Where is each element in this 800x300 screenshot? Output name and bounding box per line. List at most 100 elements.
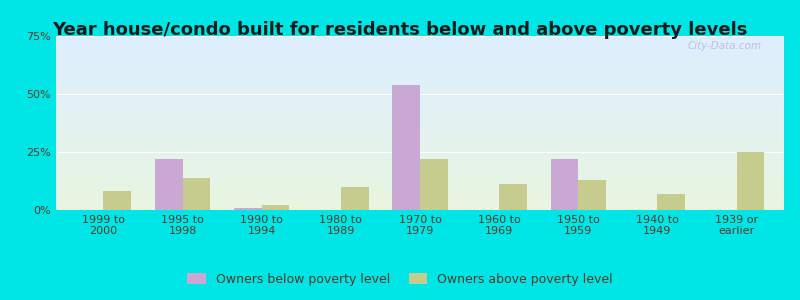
Bar bbox=[56, 62, 784, 64]
Bar bbox=[56, 53, 784, 55]
Bar bbox=[56, 198, 784, 200]
Bar bbox=[56, 106, 784, 107]
Bar bbox=[56, 100, 784, 102]
Bar bbox=[56, 194, 784, 196]
Bar bbox=[56, 160, 784, 161]
Bar bbox=[56, 104, 784, 106]
Bar bbox=[658, 194, 685, 210]
Bar bbox=[56, 71, 784, 73]
Bar bbox=[56, 116, 784, 118]
Bar bbox=[234, 208, 262, 210]
Bar bbox=[56, 66, 784, 67]
Bar bbox=[56, 76, 784, 78]
Bar bbox=[56, 201, 784, 203]
Bar bbox=[56, 60, 784, 62]
Bar bbox=[56, 67, 784, 69]
Bar bbox=[56, 43, 784, 45]
Bar bbox=[56, 41, 784, 43]
Bar bbox=[56, 80, 784, 81]
Bar bbox=[56, 40, 784, 41]
Text: Year house/condo built for residents below and above poverty levels: Year house/condo built for residents bel… bbox=[52, 21, 748, 39]
Bar bbox=[56, 180, 784, 182]
Bar bbox=[56, 140, 784, 142]
Bar bbox=[56, 161, 784, 163]
Bar bbox=[392, 85, 420, 210]
Bar bbox=[56, 173, 784, 175]
Bar bbox=[56, 154, 784, 156]
Bar bbox=[56, 167, 784, 168]
Bar bbox=[56, 206, 784, 208]
Bar bbox=[56, 45, 784, 46]
Bar bbox=[56, 144, 784, 146]
Bar bbox=[56, 88, 784, 90]
Bar bbox=[56, 139, 784, 140]
Bar bbox=[56, 130, 784, 132]
Bar bbox=[56, 153, 784, 154]
Bar bbox=[56, 92, 784, 93]
Bar bbox=[56, 93, 784, 95]
Bar bbox=[56, 170, 784, 172]
Bar bbox=[56, 102, 784, 104]
Bar bbox=[578, 180, 606, 210]
Bar bbox=[737, 152, 764, 210]
Bar bbox=[56, 149, 784, 151]
Bar bbox=[56, 86, 784, 88]
Bar bbox=[56, 127, 784, 128]
Bar bbox=[56, 200, 784, 201]
Bar bbox=[56, 85, 784, 86]
Bar bbox=[56, 112, 784, 114]
Bar bbox=[56, 163, 784, 165]
Bar bbox=[56, 48, 784, 50]
Bar bbox=[56, 114, 784, 116]
Bar bbox=[56, 111, 784, 112]
Bar bbox=[56, 177, 784, 179]
Bar bbox=[182, 178, 210, 210]
Bar bbox=[56, 125, 784, 127]
Bar bbox=[56, 109, 784, 111]
Bar bbox=[56, 83, 784, 85]
Bar bbox=[56, 69, 784, 71]
Bar bbox=[56, 74, 784, 76]
Bar bbox=[56, 203, 784, 205]
Bar bbox=[56, 135, 784, 137]
Bar bbox=[56, 196, 784, 198]
Bar bbox=[56, 58, 784, 60]
Bar bbox=[56, 168, 784, 170]
Bar bbox=[56, 189, 784, 191]
Bar bbox=[103, 191, 131, 210]
Bar bbox=[56, 107, 784, 109]
Bar bbox=[56, 146, 784, 147]
Bar bbox=[56, 123, 784, 125]
Bar bbox=[56, 175, 784, 177]
Bar bbox=[56, 132, 784, 134]
Bar bbox=[56, 55, 784, 57]
Bar bbox=[56, 191, 784, 193]
Bar bbox=[56, 179, 784, 180]
Bar bbox=[56, 205, 784, 206]
Bar bbox=[341, 187, 369, 210]
Bar bbox=[56, 73, 784, 74]
Bar bbox=[56, 52, 784, 53]
Bar bbox=[499, 184, 527, 210]
Bar bbox=[56, 182, 784, 184]
Bar bbox=[56, 142, 784, 144]
Bar bbox=[56, 147, 784, 149]
Bar bbox=[56, 97, 784, 99]
Bar bbox=[155, 159, 182, 210]
Bar bbox=[56, 95, 784, 97]
Bar bbox=[550, 159, 578, 210]
Bar bbox=[56, 36, 784, 38]
Bar bbox=[56, 121, 784, 123]
Bar bbox=[56, 158, 784, 160]
Bar bbox=[56, 57, 784, 58]
Legend: Owners below poverty level, Owners above poverty level: Owners below poverty level, Owners above… bbox=[182, 268, 618, 291]
Bar bbox=[56, 151, 784, 153]
Bar bbox=[56, 99, 784, 100]
Bar bbox=[56, 184, 784, 186]
Bar bbox=[56, 156, 784, 158]
Bar bbox=[56, 118, 784, 119]
Bar bbox=[56, 90, 784, 92]
Bar bbox=[56, 193, 784, 194]
Bar bbox=[56, 78, 784, 80]
Bar bbox=[56, 208, 784, 210]
